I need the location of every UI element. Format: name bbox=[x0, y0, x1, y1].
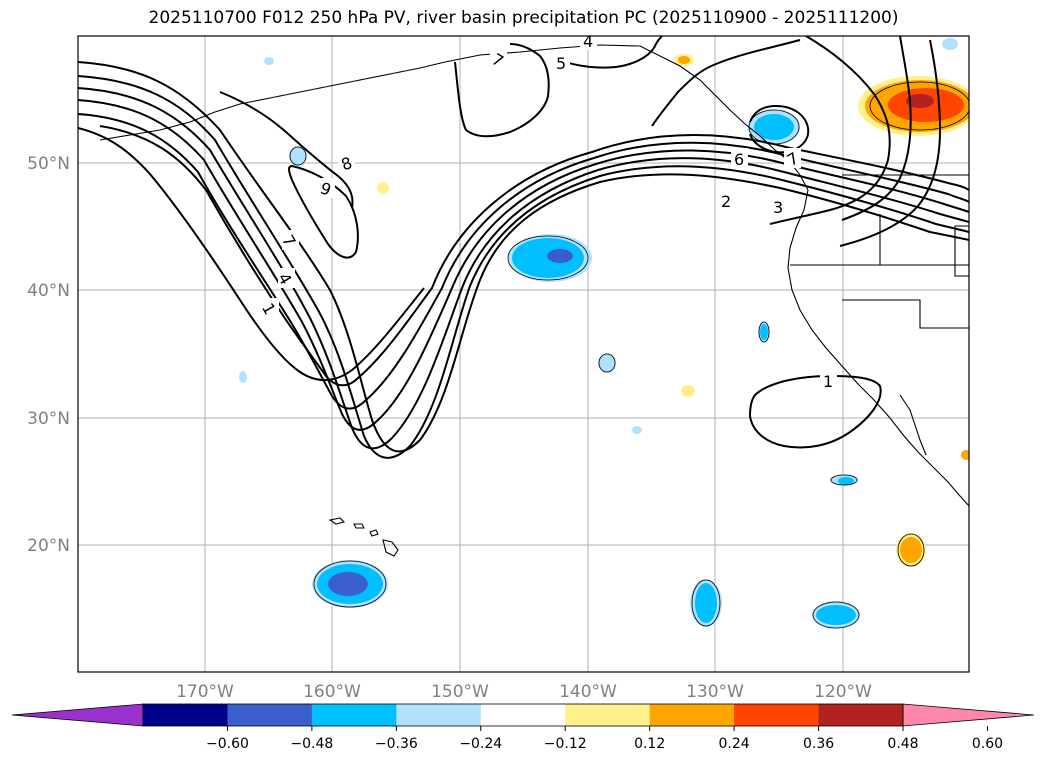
colorbar-segment bbox=[818, 704, 904, 726]
colorbar-segment bbox=[734, 704, 820, 726]
map-border bbox=[77, 35, 970, 673]
colorbar-segment bbox=[649, 704, 735, 726]
contour-label: 3 bbox=[773, 198, 783, 217]
lat-label-40n: 40°N bbox=[27, 281, 70, 301]
colorbar-tick-label: 0.36 bbox=[803, 736, 834, 752]
lat-label-20n: 20°N bbox=[27, 536, 70, 556]
colorbar-tick-label: −0.12 bbox=[544, 736, 587, 752]
colorbar-segment bbox=[143, 704, 228, 726]
map-title: 2025110700 F012 250 hPa PV, river basin … bbox=[148, 8, 899, 28]
lon-label-150w: 150°W bbox=[431, 682, 489, 702]
colorbar-tick-label: −0.60 bbox=[206, 736, 249, 752]
colorbar-tick-label: −0.48 bbox=[290, 736, 333, 752]
contour-label: 1 bbox=[823, 372, 833, 391]
colorbar-tick-label: 0.12 bbox=[634, 736, 665, 752]
precip-positive bbox=[377, 54, 969, 567]
colorbar-segment bbox=[565, 704, 651, 726]
lon-label-130w: 130°W bbox=[686, 682, 744, 702]
contour-label: 5 bbox=[556, 54, 566, 73]
contour-label-backgrounds bbox=[262, 36, 837, 390]
contour-label: 6 bbox=[734, 150, 744, 169]
colorbar-tick-label: 0.60 bbox=[972, 736, 1003, 752]
colorbar: −0.60 −0.48 −0.36 −0.24 −0.12 0.12 0.24 0.36 0.4… bbox=[11, 703, 1035, 752]
longitude-labels: 170°W 160°W 150°W 140°W 130°W 120°W bbox=[176, 682, 872, 702]
precip-negative-central-pacific bbox=[508, 234, 592, 282]
contour-label: 4 bbox=[583, 32, 593, 51]
colorbar-tick-label: −0.24 bbox=[459, 736, 502, 752]
colorbar-tick-label: −0.36 bbox=[375, 736, 418, 752]
colorbar-segment bbox=[311, 704, 397, 726]
precip-outlines bbox=[289, 81, 969, 629]
coastlines bbox=[99, 44, 969, 557]
colorbar-segment bbox=[227, 704, 313, 726]
colorbar-extend-low bbox=[11, 703, 144, 727]
latitude-labels: 50°N 40°N 30°N 20°N bbox=[27, 154, 70, 556]
colorbar-extend-high bbox=[902, 703, 1035, 727]
contour-label: 2 bbox=[721, 192, 731, 211]
colorbar-segment bbox=[480, 704, 566, 726]
pv-contours bbox=[78, 36, 969, 459]
precip-negative-subtropics bbox=[239, 38, 958, 629]
lat-label-30n: 30°N bbox=[27, 409, 70, 429]
colorbar-frame bbox=[142, 703, 904, 727]
lon-label-140w: 140°W bbox=[559, 682, 617, 702]
lat-label-50n: 50°N bbox=[27, 154, 70, 174]
colorbar-segment bbox=[396, 704, 482, 726]
lon-label-120w: 120°W bbox=[814, 682, 872, 702]
lon-label-170w: 170°W bbox=[176, 682, 234, 702]
map-area bbox=[78, 36, 969, 672]
colorbar-tick-label: 0.24 bbox=[719, 736, 750, 752]
colorbar-tick-label: 0.48 bbox=[887, 736, 918, 752]
lon-label-160w: 160°W bbox=[303, 682, 361, 702]
precip-negative-hawaii bbox=[312, 560, 388, 608]
